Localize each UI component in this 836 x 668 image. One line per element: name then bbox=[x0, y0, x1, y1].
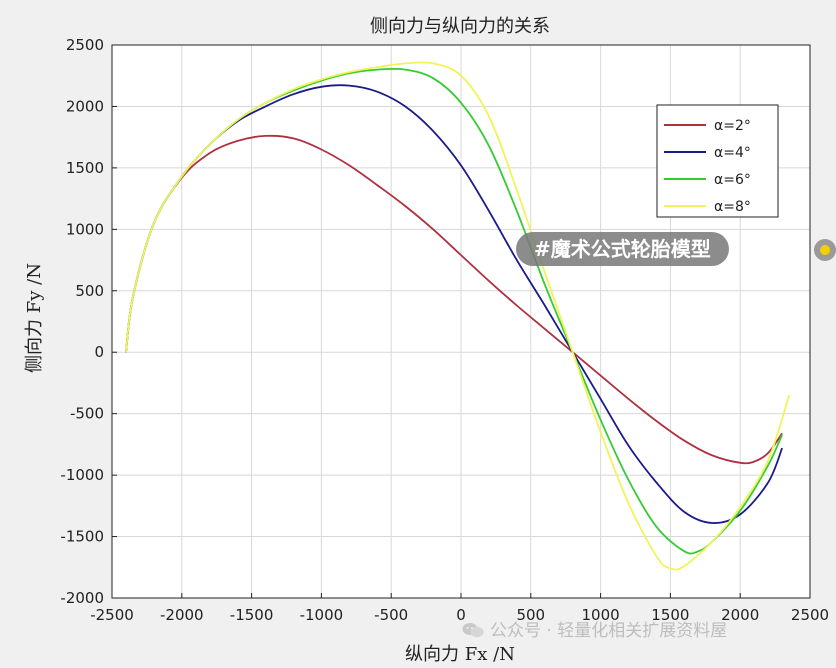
watermark: 公众号 · 轻量化相关扩展资料屋 bbox=[462, 618, 727, 644]
y-tick-label: -500 bbox=[70, 405, 104, 423]
legend: α=2° α=4° α=6° α=8° bbox=[656, 104, 779, 218]
y-tick-label: -1000 bbox=[60, 466, 104, 484]
x-tick-label: -500 bbox=[374, 606, 408, 624]
tag-dot-icon bbox=[814, 239, 836, 261]
x-tick-label: -2500 bbox=[90, 606, 134, 624]
y-tick-label: -1500 bbox=[60, 528, 104, 546]
y-tick-label: 500 bbox=[75, 282, 104, 300]
legend-label-4: α=8° bbox=[714, 199, 751, 215]
chart-title: 侧向力与纵向力的关系 bbox=[370, 16, 550, 37]
x-tick-label: 2500 bbox=[791, 606, 829, 624]
y-ticks: 2500 2000 1500 1000 500 0 -500 -1000 -1500 -2000 bbox=[60, 36, 117, 607]
legend-label-3: α=6° bbox=[714, 172, 751, 188]
y-tick-label: 2000 bbox=[66, 97, 104, 115]
y-axis-label: 侧向力 Fy /N bbox=[24, 263, 45, 373]
x-tick-label: -2000 bbox=[160, 606, 204, 624]
x-tick-label: -1500 bbox=[230, 606, 274, 624]
series-group bbox=[125, 61, 790, 571]
x-tick-label: 1000 bbox=[582, 606, 620, 624]
x-tick-label: 0 bbox=[456, 606, 466, 624]
legend-label-1: α=2° bbox=[714, 118, 751, 134]
topic-tag[interactable]: #魔术公式轮胎模型 bbox=[516, 232, 729, 266]
series-line-1 bbox=[125, 134, 783, 465]
x-ticks: -2500 -2000 -1500 -1000 -500 0 500 1000 1500 2000… bbox=[90, 593, 829, 624]
y-tick-label: 1000 bbox=[66, 220, 104, 238]
y-tick-label: -2000 bbox=[60, 589, 104, 607]
watermark-text: 公众号 · 轻量化相关扩展资料屋 bbox=[490, 621, 728, 641]
y-tick-label: 0 bbox=[94, 343, 104, 361]
wechat-icon bbox=[462, 623, 484, 638]
y-tick-label: 2500 bbox=[66, 36, 104, 54]
y-tick-label: 1500 bbox=[66, 159, 104, 177]
x-tick-label: 1500 bbox=[651, 606, 689, 624]
x-tick-label: -1000 bbox=[300, 606, 344, 624]
x-tick-label: 500 bbox=[516, 606, 545, 624]
series-line-4 bbox=[125, 61, 790, 571]
x-tick-label: 2000 bbox=[721, 606, 759, 624]
legend-box bbox=[656, 104, 779, 218]
legend-label-2: α=4° bbox=[714, 145, 751, 161]
x-axis-label: 纵向力 Fx /N bbox=[405, 644, 515, 665]
